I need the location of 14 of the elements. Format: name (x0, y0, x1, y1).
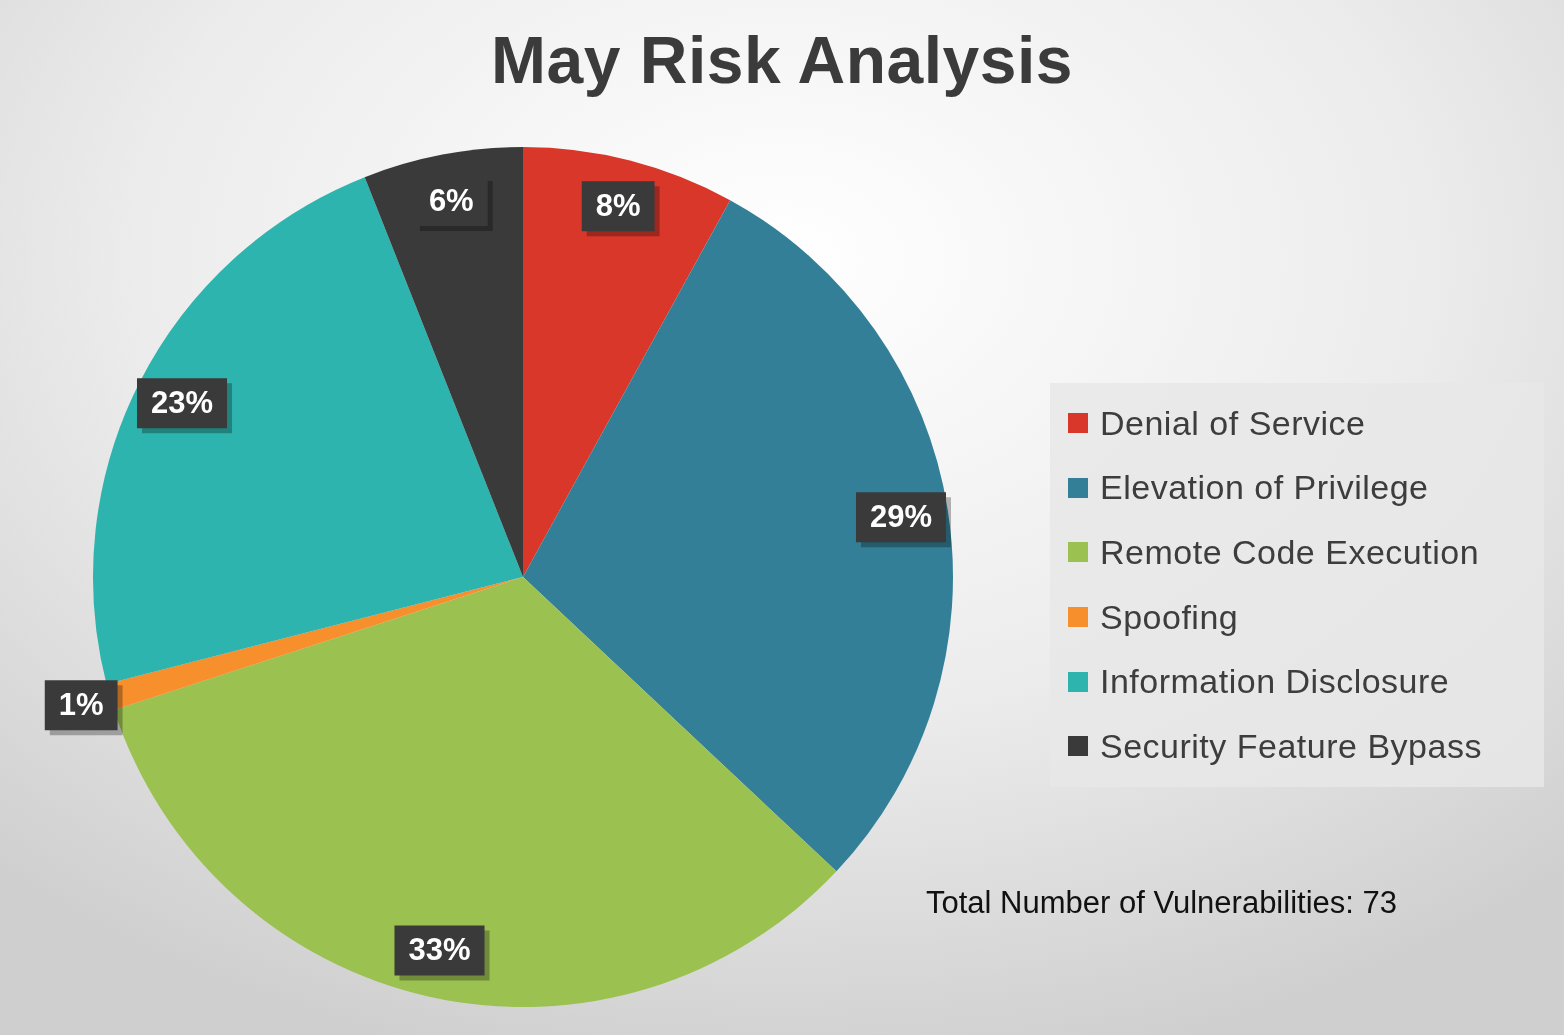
data-label: 29% (869, 498, 933, 534)
legend-label: Spoofing (1100, 597, 1239, 637)
data-label: 8% (595, 187, 641, 223)
data-label: 6% (428, 182, 474, 218)
data-label: 23% (150, 384, 214, 420)
text: Total Number of Vulnerabilities: 73 (926, 885, 1397, 921)
legend-label: Elevation of Privilege (1100, 468, 1429, 508)
chart-title: May Risk Analysis (490, 22, 1073, 98)
legend-label: Remote Code Execution (1100, 532, 1480, 572)
data-label: 1% (58, 686, 104, 722)
legend-label: Security Feature Bypass (1100, 726, 1482, 766)
data-label: 33% (408, 932, 471, 968)
legend-label: Information Disclosure (1100, 662, 1450, 702)
legend-label: Denial of Service (1100, 403, 1366, 443)
